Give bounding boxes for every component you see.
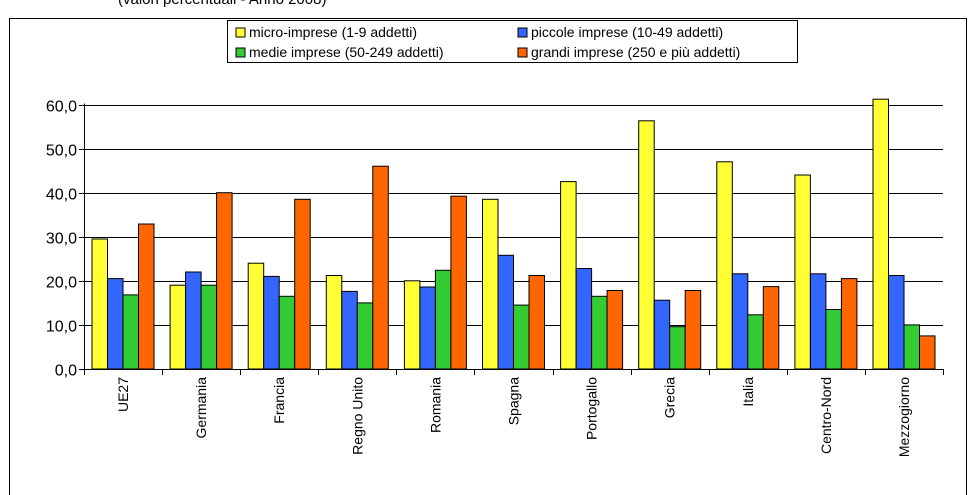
- bar: [809, 273, 827, 370]
- bar: [372, 165, 389, 370]
- bar: [497, 254, 514, 370]
- y-tick-label: 60,0: [46, 99, 77, 116]
- legend-label: medie imprese (50-249 addetti): [249, 44, 444, 60]
- bar: [731, 273, 749, 370]
- chart-subtitle: (valori percentuali - Anno 2008): [118, 0, 326, 8]
- bar: [684, 290, 702, 370]
- bar: [888, 275, 905, 370]
- y-axis: 0,0 10,0 20,0 30,0 40,0 50,0 60,0: [46, 99, 85, 380]
- bar: [107, 278, 124, 370]
- x-tick-label: Spagna: [506, 377, 522, 425]
- y-tick-label: 30,0: [46, 231, 77, 248]
- y-tick-label: 20,0: [46, 275, 77, 292]
- bar: [450, 195, 467, 370]
- bar: [216, 192, 233, 370]
- bar: [341, 290, 358, 370]
- bar: [716, 161, 733, 370]
- x-tick-label: UE27: [115, 377, 131, 412]
- bar: [403, 280, 421, 370]
- bar: [669, 326, 686, 370]
- bar: [185, 271, 202, 370]
- bar: [263, 275, 280, 370]
- y-tick-label: 50,0: [46, 143, 77, 160]
- bar: [325, 275, 343, 370]
- bar: [434, 269, 452, 370]
- x-axis: UE27 Germania Francia Regno Unito Romania Spa…: [84, 369, 944, 457]
- legend-swatch: [235, 47, 246, 58]
- bar: [919, 335, 936, 370]
- y-tick-label: 10,0: [46, 319, 77, 336]
- legend: micro-imprese (1-9 addetti) piccole impre…: [227, 20, 798, 63]
- bar: [91, 238, 108, 370]
- bar: [278, 295, 296, 370]
- x-tick-label: Germania: [193, 377, 209, 439]
- legend-label: piccole imprese (10-49 addetti): [531, 24, 723, 40]
- y-tick-label: 40,0: [46, 187, 77, 204]
- x-tick-label: Centro-Nord: [818, 377, 834, 454]
- bar: [638, 120, 655, 370]
- x-tick-label: Portogallo: [584, 377, 600, 440]
- legend-swatch: [517, 27, 528, 38]
- bar: [138, 223, 155, 370]
- legend-swatch: [235, 27, 246, 38]
- bar: [294, 198, 311, 370]
- x-tick-label: Grecia: [662, 377, 678, 418]
- bar: [903, 324, 920, 370]
- bar: [169, 284, 187, 370]
- bar: [762, 286, 780, 370]
- bar: [575, 268, 593, 370]
- bar: [560, 181, 577, 370]
- bar: [513, 304, 530, 370]
- x-tick-label: Mezzogiorno: [896, 377, 912, 457]
- x-tick-label: Regno Unito: [349, 377, 365, 455]
- bar: [840, 278, 858, 370]
- legend-box: [227, 20, 798, 63]
- x-tick-label: Romania: [427, 377, 443, 433]
- bar: [794, 174, 811, 370]
- bar: [528, 275, 545, 370]
- x-tick-label: Italia: [740, 377, 756, 407]
- bar: [591, 295, 608, 370]
- bar: [419, 286, 436, 370]
- bar: [200, 284, 218, 370]
- legend-swatch: [517, 47, 528, 58]
- bar: [653, 299, 671, 370]
- bar: [356, 302, 374, 370]
- y-tick-label: 0,0: [55, 363, 77, 380]
- bar: [247, 262, 265, 370]
- bar: [122, 294, 139, 370]
- bar: [482, 198, 499, 370]
- bar: [872, 98, 889, 370]
- legend-label: micro-imprese (1-9 addetti): [249, 24, 417, 40]
- x-tick-label: Francia: [271, 377, 287, 424]
- bar: [747, 314, 764, 370]
- bar: [825, 309, 842, 370]
- bar: [606, 290, 624, 370]
- legend-label: grandi imprese (250 e più addetti): [531, 44, 740, 60]
